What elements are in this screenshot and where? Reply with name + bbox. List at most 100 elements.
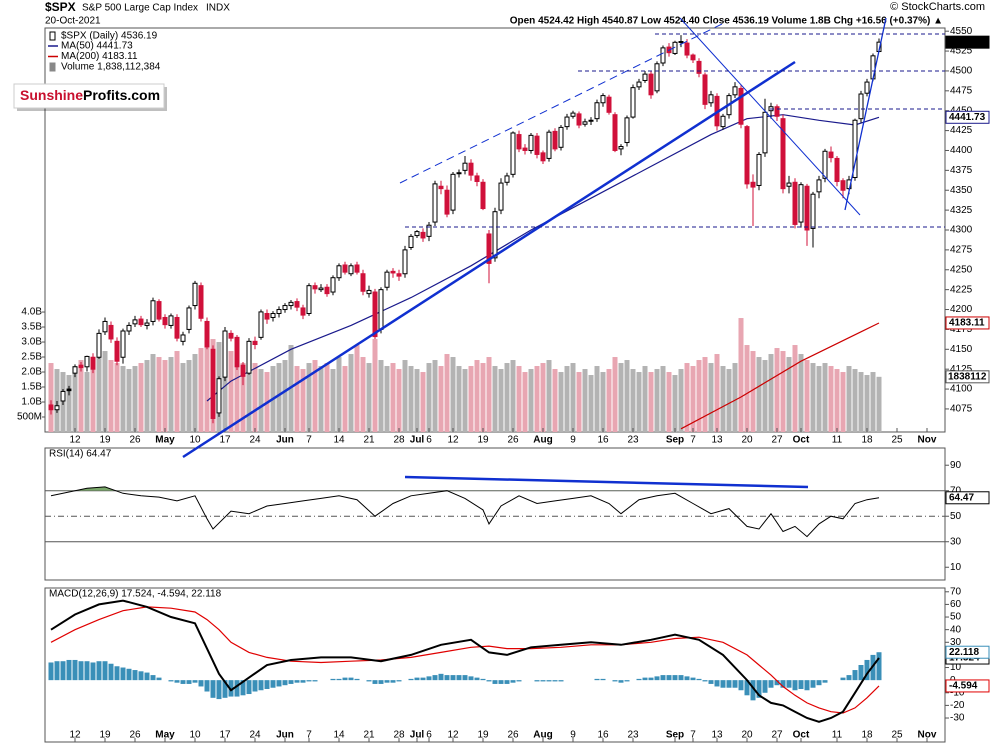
volume-bar bbox=[660, 366, 666, 432]
y-tick-label: 4275 bbox=[950, 245, 973, 256]
volume-bar bbox=[180, 363, 186, 432]
histogram-bar bbox=[516, 680, 522, 682]
histogram-bar bbox=[624, 680, 630, 682]
histogram-bar bbox=[228, 680, 234, 697]
volume-bar bbox=[648, 372, 654, 432]
candle-body bbox=[588, 119, 594, 122]
x-tick-label: 23 bbox=[627, 435, 639, 446]
volume-bar bbox=[426, 363, 432, 432]
y-tick-label: 10 bbox=[950, 662, 962, 673]
volume-bar bbox=[480, 363, 486, 432]
volume-bar bbox=[348, 354, 354, 432]
candle-body bbox=[348, 265, 354, 275]
candle-body bbox=[198, 285, 204, 319]
rsi-trendline bbox=[404, 475, 809, 489]
volume-bar bbox=[66, 375, 72, 432]
rsi-line bbox=[50, 486, 880, 538]
volume-bar bbox=[762, 360, 768, 432]
volume-bar bbox=[444, 354, 450, 432]
candle-body bbox=[780, 118, 786, 190]
histogram-bar bbox=[846, 675, 852, 681]
volume-bar bbox=[696, 360, 702, 432]
legend-label: RSI(14) 64.47 bbox=[49, 449, 112, 460]
histogram-bar bbox=[648, 677, 654, 681]
histogram-bar bbox=[750, 680, 756, 701]
volume-bar bbox=[594, 366, 600, 432]
copyright: © StockCharts.com bbox=[890, 1, 985, 13]
histogram-bar bbox=[180, 680, 186, 684]
candle-body bbox=[468, 162, 474, 176]
candle-body bbox=[642, 73, 648, 81]
volume-bar bbox=[516, 366, 522, 432]
y-tick-label: 60 bbox=[950, 599, 962, 610]
y-tick-label: 30 bbox=[950, 536, 962, 547]
x-tick-label: Sep bbox=[666, 435, 684, 446]
candle-body bbox=[630, 87, 636, 118]
histogram-bar bbox=[534, 680, 540, 682]
candle-body bbox=[552, 130, 558, 150]
histogram-bar bbox=[54, 661, 60, 681]
histogram-bar bbox=[762, 680, 768, 693]
candle-body bbox=[516, 134, 522, 150]
histogram-bar bbox=[690, 677, 696, 681]
x-tick-label: 27 bbox=[771, 435, 783, 446]
volume-bar bbox=[372, 339, 378, 432]
candle-body bbox=[138, 318, 144, 326]
volume-bar bbox=[48, 363, 54, 432]
x-tick-label: 18 bbox=[861, 435, 873, 446]
volume-bar bbox=[84, 372, 90, 432]
candle-body bbox=[300, 307, 306, 316]
histogram-bar bbox=[366, 680, 372, 682]
candle-body bbox=[396, 273, 402, 277]
volume-bar bbox=[672, 375, 678, 432]
candle-body bbox=[186, 307, 192, 330]
histogram-bar bbox=[426, 676, 432, 681]
candle-body bbox=[312, 285, 318, 290]
volume-bar bbox=[294, 366, 300, 432]
y-tick-label: 4475 bbox=[950, 85, 973, 96]
y-tick-label: 4225 bbox=[950, 284, 973, 295]
histogram-bar bbox=[246, 680, 252, 695]
candle-body bbox=[432, 183, 438, 223]
candle-body bbox=[606, 96, 612, 113]
value-box bbox=[945, 645, 990, 659]
histogram-bar bbox=[462, 675, 468, 681]
histogram-bar bbox=[78, 661, 84, 681]
y-tick-label: 4550 bbox=[950, 26, 973, 37]
histogram-bar bbox=[852, 670, 858, 681]
volume-bar bbox=[654, 369, 660, 432]
histogram-bar bbox=[822, 680, 828, 683]
volume-bar bbox=[438, 366, 444, 432]
candle-body bbox=[282, 305, 288, 311]
y-tick-label: 4200 bbox=[950, 304, 973, 315]
down-trendline bbox=[679, 17, 861, 216]
histogram-bar bbox=[672, 675, 678, 681]
histogram-bar bbox=[546, 680, 552, 682]
candle-body bbox=[456, 172, 462, 175]
volume-bar bbox=[732, 363, 738, 432]
histogram-bar bbox=[300, 680, 306, 683]
volume-bar bbox=[786, 357, 792, 432]
volume-bar bbox=[156, 357, 162, 432]
volume-bar bbox=[276, 363, 282, 432]
histogram-bar bbox=[384, 680, 390, 683]
volume-bar bbox=[612, 357, 618, 432]
x-tick-label: Oct bbox=[793, 435, 810, 446]
histogram-bar bbox=[654, 676, 660, 681]
x-tick-label: 19 bbox=[99, 730, 111, 741]
x-tick-label: 26 bbox=[129, 730, 141, 741]
candle-body bbox=[840, 180, 846, 191]
histogram-bar bbox=[696, 678, 702, 681]
candle-body bbox=[864, 81, 870, 94]
candle-body bbox=[132, 319, 138, 325]
histogram-bar bbox=[444, 675, 450, 681]
histogram-bar bbox=[48, 662, 54, 681]
candle-body bbox=[72, 366, 78, 374]
volume-bar bbox=[528, 369, 534, 432]
x-tick-label: 12 bbox=[69, 730, 81, 741]
candle-body bbox=[654, 63, 660, 92]
volume-bar bbox=[234, 360, 240, 432]
histogram-bar bbox=[612, 680, 618, 682]
candle-body bbox=[564, 116, 570, 128]
